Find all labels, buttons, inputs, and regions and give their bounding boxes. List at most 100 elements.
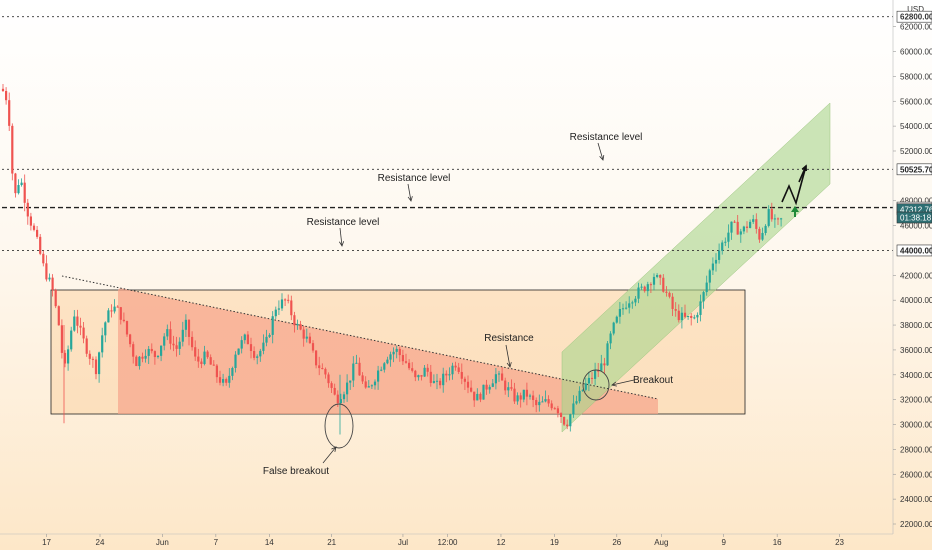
candle-body xyxy=(628,303,631,308)
candle-body xyxy=(401,355,404,362)
candle-body xyxy=(293,315,296,326)
candle-body xyxy=(11,125,14,174)
candle-body xyxy=(411,368,414,371)
candle-body xyxy=(206,351,209,358)
y-tick-label: 24000.00 xyxy=(900,495,932,504)
candle-body xyxy=(70,330,73,350)
x-tick-label: Jun xyxy=(156,538,169,547)
candle-body xyxy=(631,302,634,304)
candle-body xyxy=(299,324,302,330)
candle-body xyxy=(457,367,460,372)
candle-body xyxy=(268,334,271,337)
candle-body xyxy=(200,361,203,365)
candle-body xyxy=(662,277,665,292)
candle-body xyxy=(231,367,234,376)
candle-body xyxy=(547,399,550,404)
candle-body xyxy=(470,387,473,392)
price-tag xyxy=(896,211,932,224)
candle-body xyxy=(101,335,104,353)
candle-body xyxy=(510,387,513,389)
arrow-resistance-top xyxy=(597,142,604,161)
candle-body xyxy=(125,321,129,335)
candle-body xyxy=(228,375,231,383)
arrow-resistance-mid xyxy=(407,183,412,202)
candle-body xyxy=(91,358,94,360)
resistance-level-label: Resistance level xyxy=(307,217,380,228)
candle-body xyxy=(336,394,339,404)
candle-body xyxy=(705,282,708,293)
y-tick-label: 58000.00 xyxy=(900,72,932,81)
candle-body xyxy=(237,348,240,355)
x-tick-label: 9 xyxy=(721,538,726,547)
candle-body xyxy=(497,373,501,375)
candle-body xyxy=(277,308,280,310)
candle-body xyxy=(687,315,690,317)
candle-body xyxy=(265,336,268,343)
candle-body xyxy=(26,202,29,217)
candle-body xyxy=(32,225,36,230)
candle-body xyxy=(184,319,187,330)
candle-body xyxy=(383,363,386,370)
candle-body xyxy=(361,375,364,382)
projection-path xyxy=(781,165,807,206)
candle-body xyxy=(724,241,727,243)
candle-body xyxy=(377,370,380,382)
false-breakout-label: False breakout xyxy=(263,466,329,477)
candle-body xyxy=(563,416,566,425)
candle-body xyxy=(85,338,88,354)
candle-body xyxy=(119,307,122,320)
candle-body xyxy=(333,387,336,395)
candle-body xyxy=(680,312,683,321)
candle-body xyxy=(714,259,718,264)
candle-body xyxy=(218,377,222,383)
price-tag xyxy=(896,10,932,23)
candle-body xyxy=(451,365,454,375)
resistance-level-label: Resistance level xyxy=(570,132,643,143)
green-up-arrow xyxy=(791,206,799,217)
candle-body xyxy=(82,327,85,339)
candle-body xyxy=(414,370,417,378)
x-tick-label: 19 xyxy=(550,538,559,547)
y-tick-label: 34000.00 xyxy=(900,371,932,380)
candle-body xyxy=(643,286,646,292)
candle-body xyxy=(107,310,110,323)
candle-body xyxy=(274,309,277,317)
candle-body xyxy=(389,354,392,360)
candle-body xyxy=(572,403,575,415)
candle-body xyxy=(342,394,346,400)
candle-body xyxy=(153,351,156,358)
candle-body xyxy=(776,218,780,220)
candle-body xyxy=(618,308,621,317)
candle-body xyxy=(339,399,342,404)
candle-body xyxy=(284,299,287,301)
candle-body xyxy=(39,236,42,254)
candle-body xyxy=(225,379,228,383)
candle-body xyxy=(637,287,640,299)
candle-body xyxy=(144,355,147,359)
candle-body xyxy=(656,274,659,277)
candle-body xyxy=(212,364,215,366)
candle-body xyxy=(147,348,150,356)
candle-body xyxy=(600,363,603,371)
candle-body xyxy=(594,370,597,379)
candle-body xyxy=(346,382,349,395)
candle-body xyxy=(178,341,181,349)
candle-body xyxy=(528,395,532,397)
candle-body xyxy=(466,381,470,388)
candle-body xyxy=(423,367,426,377)
currency-label: USD xyxy=(907,5,924,14)
candle-body xyxy=(398,348,401,356)
candle-body xyxy=(749,221,752,228)
candle-body xyxy=(222,379,225,383)
candle-body xyxy=(504,380,507,391)
candle-body xyxy=(693,317,696,319)
candle-body xyxy=(727,232,730,242)
candle-body xyxy=(491,383,494,387)
candle-body xyxy=(507,387,510,391)
candle-body xyxy=(392,351,395,355)
candle-body xyxy=(597,370,600,372)
candle-body xyxy=(671,296,674,310)
arrow-breakout xyxy=(611,379,635,386)
candle-body xyxy=(36,229,39,237)
projection-arrow-head xyxy=(801,164,807,172)
